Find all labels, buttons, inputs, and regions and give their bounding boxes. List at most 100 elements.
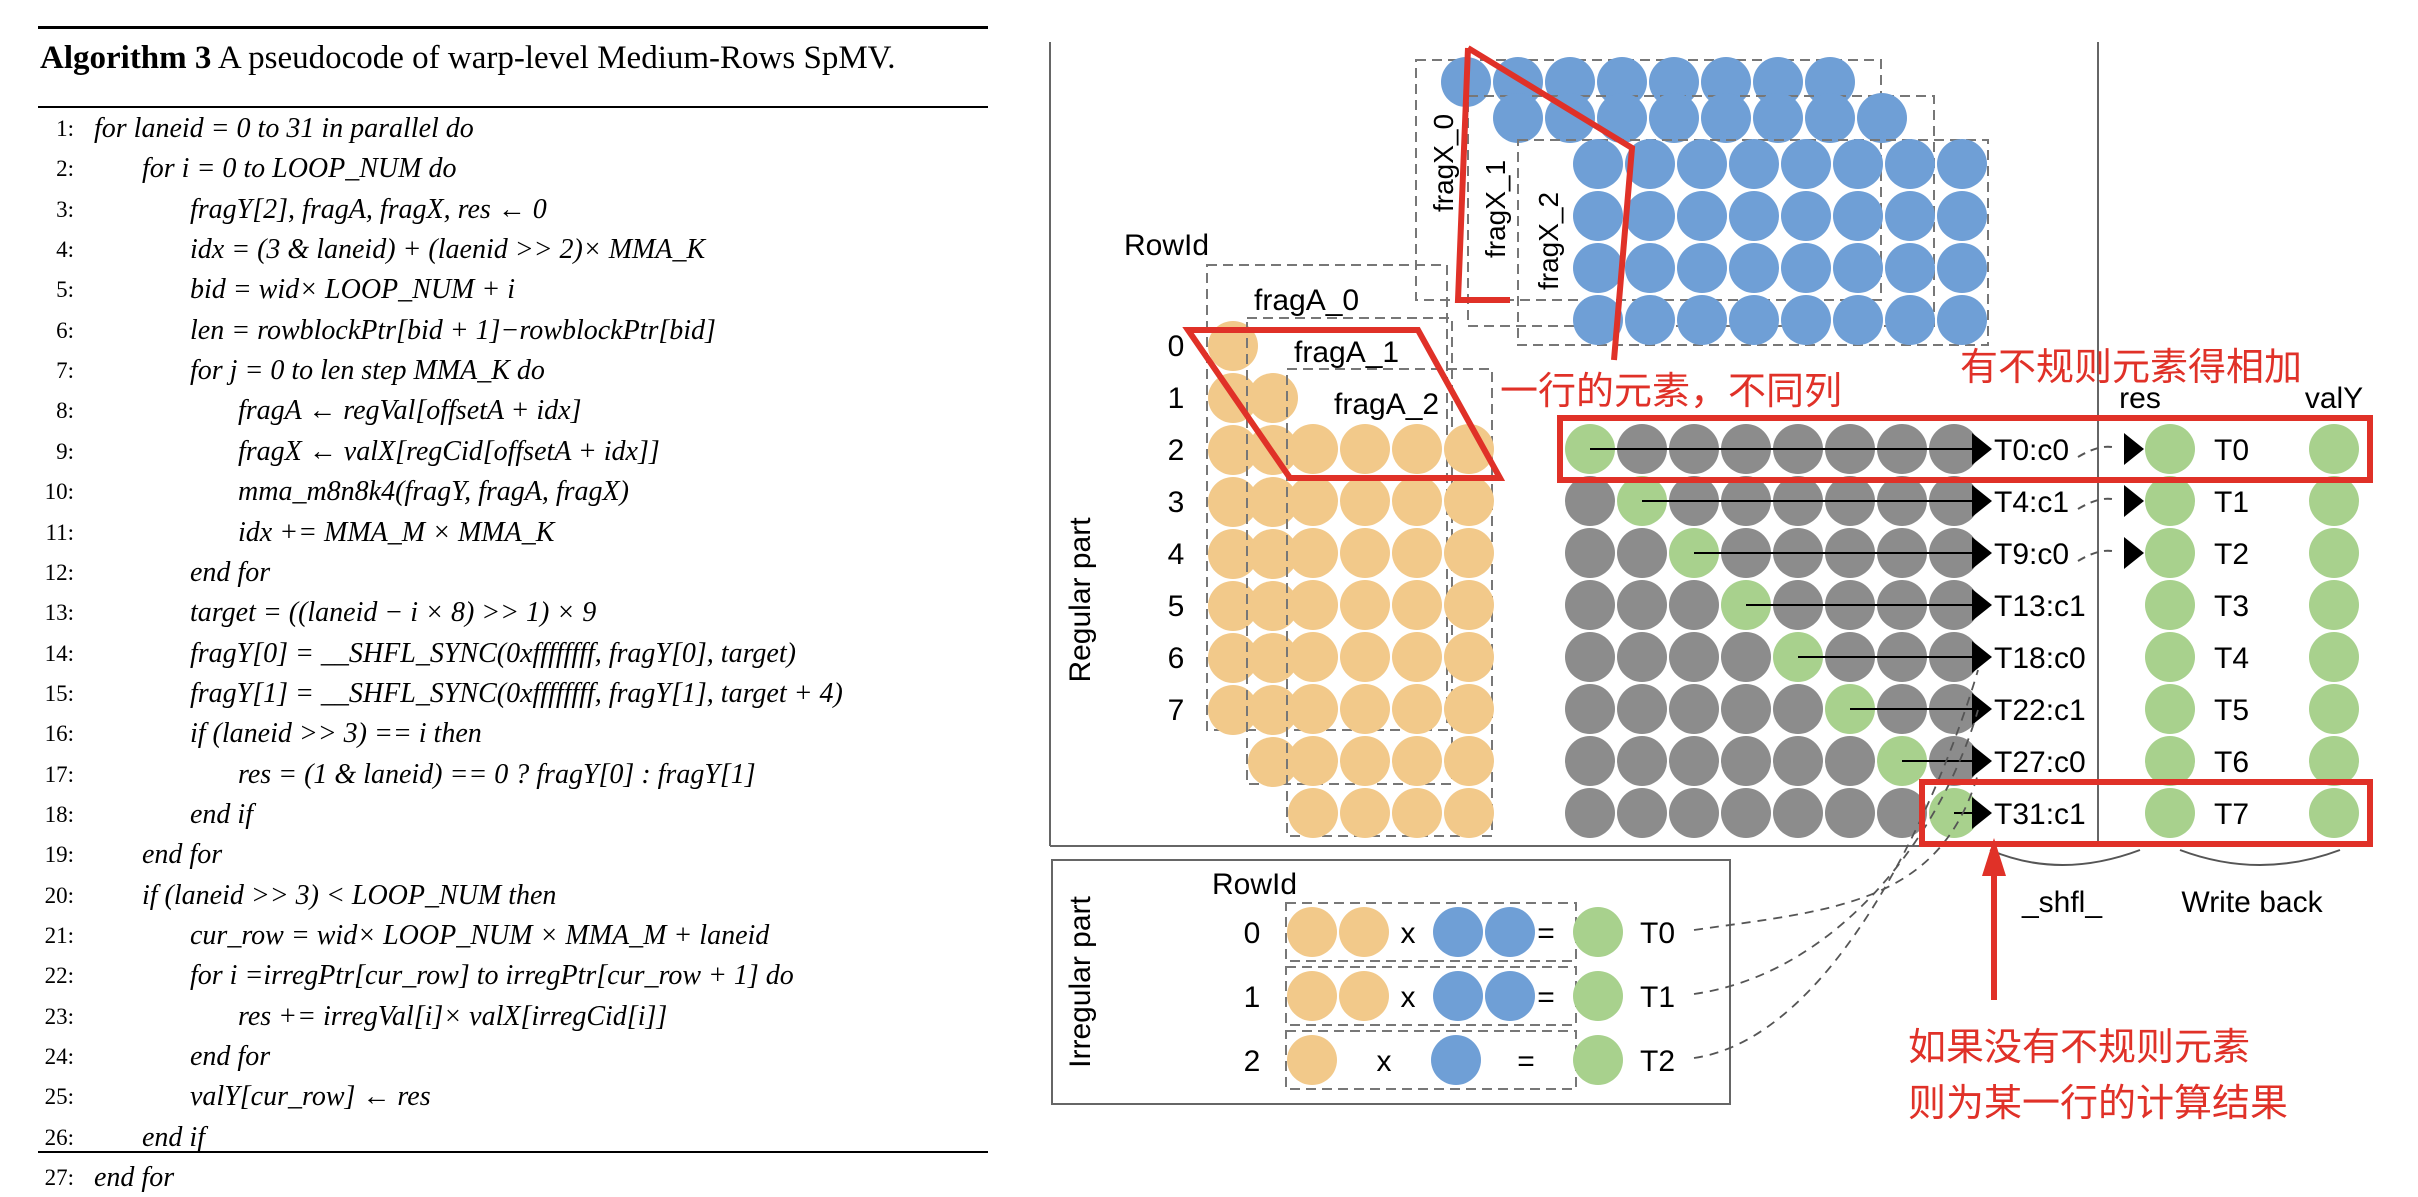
- fragX-element: [1701, 57, 1751, 107]
- line-code: for i = 0 to LOOP_NUM do: [142, 153, 457, 185]
- line-number: 13:: [44, 600, 74, 626]
- fragY-element: [1669, 632, 1719, 682]
- fragA-element: [1340, 580, 1390, 630]
- irregular-x-element: [1433, 907, 1483, 957]
- fragX-element: [1857, 93, 1907, 143]
- fragX-element: [1625, 191, 1675, 241]
- fragA-element: [1392, 580, 1442, 630]
- line-code: for laneid = 0 to 31 in parallel do: [94, 113, 474, 144]
- irregular-part: RowId Irregular part 0 x = T0 1 x = T1 2 x = T2: [1064, 669, 1979, 1090]
- fragX-element: [1833, 139, 1883, 189]
- fragA-element: [1444, 632, 1494, 682]
- regular-part-label: Regular part: [1064, 517, 1097, 683]
- fragX-stacks: fragX_0 fragX_1 fragX_2: [1415, 57, 1989, 346]
- valy-element: [2309, 528, 2359, 578]
- fragA-element: [1248, 477, 1298, 527]
- line-code: len = rowblockPtr[bid + 1]−rowblockPtr[b…: [190, 314, 716, 346]
- fragY-element: [1617, 788, 1667, 838]
- write-back-curve: [2179, 849, 2341, 866]
- fragA-element: [1288, 424, 1338, 474]
- line-number: 15:: [44, 680, 74, 706]
- line-code: idx = (3 & laneid) + (laenid >> 2)× MMA_…: [190, 234, 706, 266]
- line-number: 26:: [44, 1124, 74, 1150]
- line-code: mma_m8n8k4(fragY, fragA, fragX): [238, 476, 629, 508]
- fragX-element: [1573, 243, 1623, 293]
- line-code: end if: [142, 1121, 205, 1153]
- line-code: res += irregVal[i]× valX[irregCid[i]]: [238, 1000, 668, 1032]
- thread-column-label: T22:c1: [1994, 694, 2086, 727]
- fragX-label: fragX_1: [1480, 160, 1511, 258]
- fragY-element: [1617, 528, 1667, 578]
- fragA-element: [1392, 684, 1442, 734]
- fragY-grid: T0:c0 T4:c1 T9:c0 T13:c1 T18:c0 T22:c1 T27:c0 T…: [1565, 424, 2086, 838]
- fragA-element: [1444, 476, 1494, 526]
- fragX-element: [1805, 93, 1855, 143]
- fragA-element: [1288, 476, 1338, 526]
- fragA-element: [1208, 477, 1258, 527]
- thread-column-label: T31:c1: [1994, 798, 2086, 831]
- fragX-element: [1677, 139, 1727, 189]
- line-code: res = (1 & laneid) == 0 ? fragY[0] : fra…: [238, 758, 756, 790]
- mid-rule: [38, 106, 988, 108]
- line-number: 1:: [56, 116, 74, 141]
- fragX-element: [1805, 57, 1855, 107]
- line-code: fragY[0] = __SHFL_SYNC(0xffffffff, fragY…: [190, 637, 796, 669]
- fragY-element: [1565, 632, 1615, 682]
- line-code: for j = 0 to len step MMA_K do: [190, 355, 545, 387]
- irregular-row-id: 1: [1244, 981, 1261, 1014]
- row-arrow-icon: [1972, 745, 1992, 777]
- fragX-label: fragX_0: [1428, 114, 1459, 212]
- fragX-element: [1625, 243, 1675, 293]
- fragY-element: [1565, 580, 1615, 630]
- fragA-element: [1288, 580, 1338, 630]
- line-number: 25:: [44, 1084, 74, 1110]
- row7-highlight: [1919, 779, 2373, 847]
- irregular-row-id: 0: [1244, 917, 1261, 950]
- thread-column-label: T27:c0: [1994, 746, 2086, 779]
- fragX-element: [1625, 295, 1675, 345]
- fragA-element: [1248, 737, 1298, 787]
- annotation-result-line2: 则为某一行的计算结果: [1908, 1081, 2288, 1125]
- fragX-element: [1937, 243, 1987, 293]
- fragX-element: [1781, 243, 1831, 293]
- row-arrow-icon: [1972, 485, 1992, 517]
- fragA-element: [1248, 685, 1298, 735]
- fragY-element: [1669, 736, 1719, 786]
- fragX-element: [1729, 191, 1779, 241]
- shfl-arrow-icon: [2124, 537, 2144, 569]
- fragX-element: [1573, 191, 1623, 241]
- fragA-highlight: [1182, 327, 1506, 481]
- rowid-label: 6: [1168, 642, 1185, 675]
- fragX-highlight: [1454, 45, 1636, 361]
- fragX-element: [1729, 139, 1779, 189]
- line-number: 16:: [44, 721, 74, 747]
- fragA-label: fragA_1: [1294, 336, 1399, 369]
- rowid-label: 5: [1168, 590, 1185, 623]
- times-sign: x: [1401, 917, 1416, 950]
- output-thread-label: T2: [2214, 538, 2249, 571]
- line-number: 9:: [56, 438, 74, 464]
- line-number: 23:: [44, 1003, 74, 1029]
- fragY-element: [1773, 684, 1823, 734]
- res-element: [2145, 736, 2195, 786]
- fragY-element: [1669, 788, 1719, 838]
- fragX-element: [1833, 295, 1883, 345]
- fragY-element: [1617, 736, 1667, 786]
- rowid-label: 3: [1168, 486, 1185, 519]
- fragY-element: [1773, 788, 1823, 838]
- fragY-element: [1773, 736, 1823, 786]
- fragX-element: [1677, 295, 1727, 345]
- fragA-element: [1340, 424, 1390, 474]
- irregular-thread-label: T1: [1640, 981, 1675, 1014]
- algorithm-title: Algorithm 3 A pseudocode of warp-level M…: [40, 40, 896, 77]
- fragX-element: [1937, 295, 1987, 345]
- fragX-element: [1573, 295, 1623, 345]
- fragA-element: [1248, 581, 1298, 631]
- line-number: 8:: [56, 398, 74, 424]
- line-code: idx += MMA_M × MMA_K: [238, 516, 555, 548]
- shfl-dashed-arrow: [2077, 549, 2113, 562]
- irregular-thread-label: T2: [1640, 1045, 1675, 1078]
- output-thread-label: T7: [2214, 798, 2249, 831]
- fragY-element: [1565, 788, 1615, 838]
- irregular-x-element: [1433, 971, 1483, 1021]
